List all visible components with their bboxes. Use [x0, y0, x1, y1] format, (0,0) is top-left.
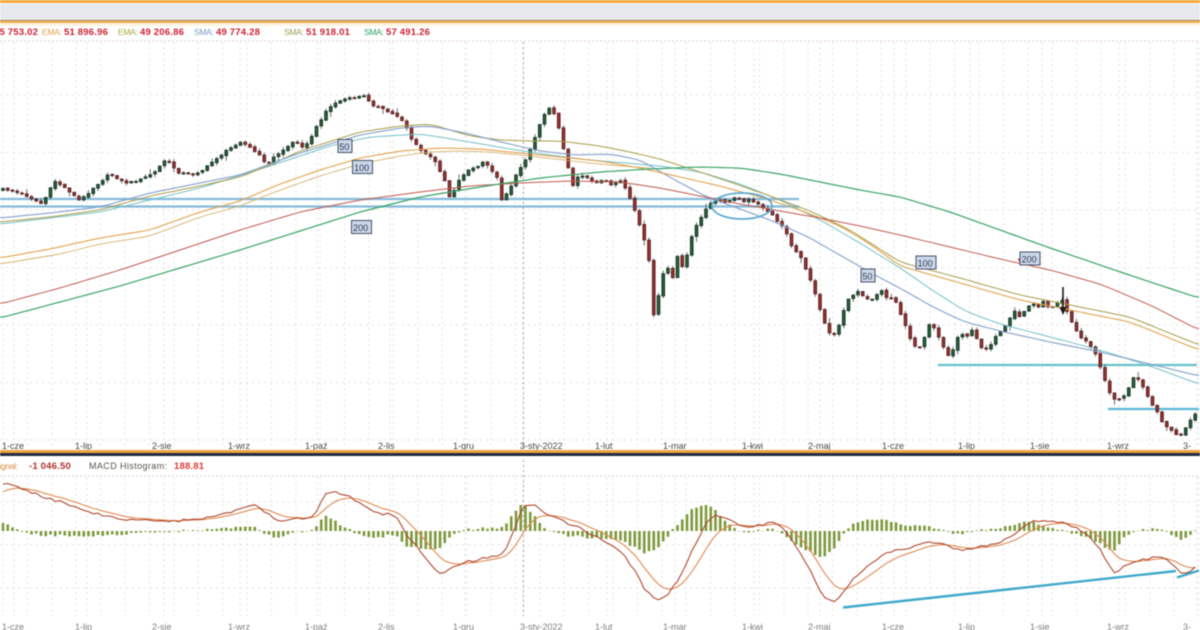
svg-text:50: 50	[862, 271, 872, 281]
svg-text:100: 100	[354, 163, 369, 173]
svg-text:50: 50	[339, 142, 349, 152]
svg-text:200: 200	[1022, 254, 1037, 264]
svg-text:100: 100	[918, 258, 933, 268]
svg-text:200: 200	[353, 223, 368, 233]
